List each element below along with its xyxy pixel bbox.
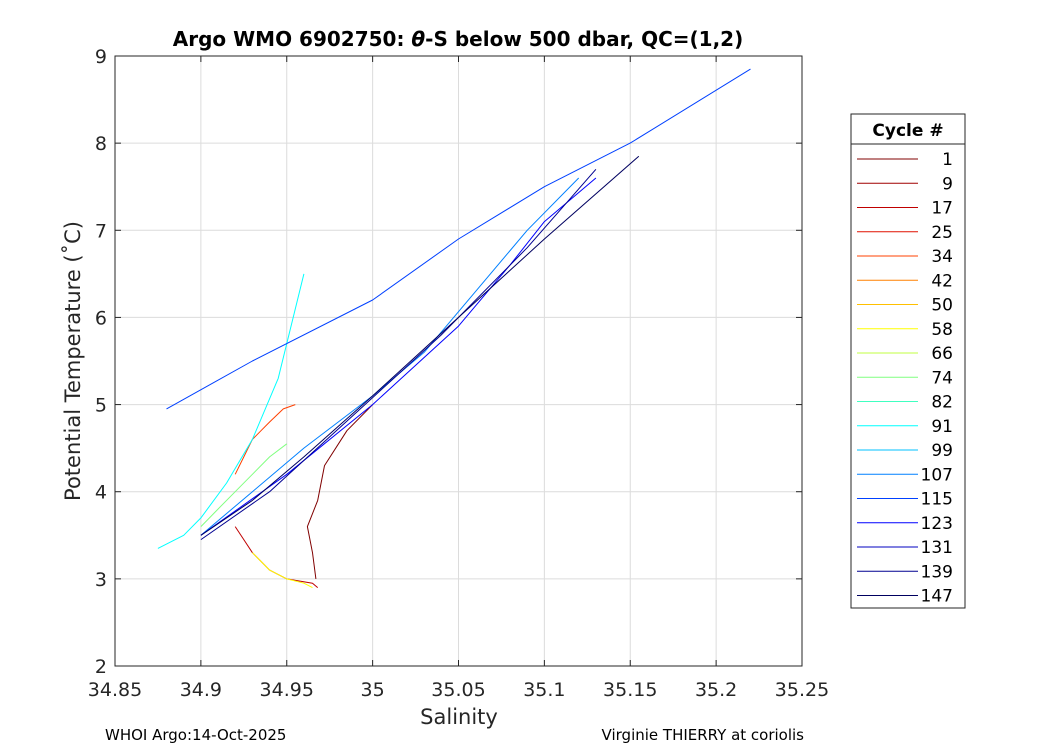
- series-line-cycle-115: [166, 68, 751, 410]
- legend-label: 123: [921, 514, 953, 534]
- y-tick-label: 9: [95, 46, 107, 68]
- chart-title: Argo WMO 6902750: θ-S below 500 dbar, QC…: [173, 27, 743, 51]
- legend-label: 34: [931, 247, 953, 267]
- x-tick-label: 35.2: [695, 679, 737, 701]
- legend-label: 147: [921, 587, 953, 607]
- legend-items: 1 9 17 25 34 42 50 58 66 74 82 91 99 107 115 123 131 139 1…: [857, 150, 953, 607]
- x-tick-label: 35.15: [603, 679, 657, 701]
- y-tick-label: 2: [95, 656, 107, 678]
- x-tick-label: 35: [361, 679, 385, 701]
- legend-label: 66: [931, 344, 953, 364]
- legend-label: 139: [921, 562, 953, 582]
- series-line-cycle-123: [200, 177, 597, 536]
- legend-label: 58: [931, 320, 953, 340]
- legend-label: 74: [931, 368, 953, 388]
- legend-label: 1: [942, 150, 953, 170]
- series-line-cycle-91: [157, 273, 305, 549]
- legend-label: 50: [931, 296, 953, 316]
- legend-label: 131: [921, 538, 953, 558]
- legend-box: [850, 113, 966, 609]
- series-line-cycle-58: [252, 552, 313, 589]
- data-series: [157, 68, 751, 589]
- y-tick-label: 4: [95, 482, 107, 504]
- y-axis-label: Potential Temperature (˚C): [61, 221, 85, 501]
- legend: Cycle # 1 9 17 25 34 42 50 58 66 74 82 91 99 107 115 12…: [850, 113, 966, 609]
- series-line-cycle-1: [306, 404, 373, 579]
- legend-label: 82: [931, 393, 953, 413]
- y-tick-label: 6: [95, 307, 107, 329]
- x-axis-ticks: 34.85 34.9 34.95 35 35.05 35.1 35.15 35.2 35.25: [88, 56, 829, 701]
- series-line-cycle-139: [200, 168, 597, 541]
- x-tick-label: 34.95: [260, 679, 314, 701]
- x-tick-label: 35.05: [431, 679, 485, 701]
- footer-left: WHOI Argo:14-Oct-2025: [105, 726, 286, 744]
- series-line-cycle-74: [200, 443, 288, 527]
- series-line-cycle-34: [234, 404, 296, 475]
- y-tick-label: 8: [95, 133, 107, 155]
- legend-label: 115: [921, 490, 953, 510]
- y-axis-ticks: 2 3 4 5 6 7 8 9: [95, 46, 802, 678]
- legend-label: 42: [931, 271, 953, 291]
- legend-label: 25: [931, 223, 953, 243]
- y-tick-label: 5: [95, 395, 107, 417]
- x-tick-label: 34.9: [180, 679, 222, 701]
- x-axis-label: Salinity: [420, 705, 498, 729]
- footer-right: Virginie THIERRY at coriolis: [602, 726, 805, 744]
- legend-title: Cycle #: [872, 121, 943, 141]
- legend-label: 107: [921, 465, 953, 485]
- legend-label: 9: [942, 174, 953, 194]
- legend-label: 91: [931, 417, 953, 437]
- y-tick-label: 7: [95, 220, 107, 242]
- x-tick-label: 35.1: [523, 679, 565, 701]
- series-line-cycle-147: [200, 155, 640, 536]
- legend-label: 17: [931, 199, 953, 219]
- x-tick-label: 35.25: [775, 679, 829, 701]
- legend-label: 99: [931, 441, 953, 461]
- y-tick-label: 3: [95, 569, 107, 591]
- x-tick-label: 34.85: [88, 679, 142, 701]
